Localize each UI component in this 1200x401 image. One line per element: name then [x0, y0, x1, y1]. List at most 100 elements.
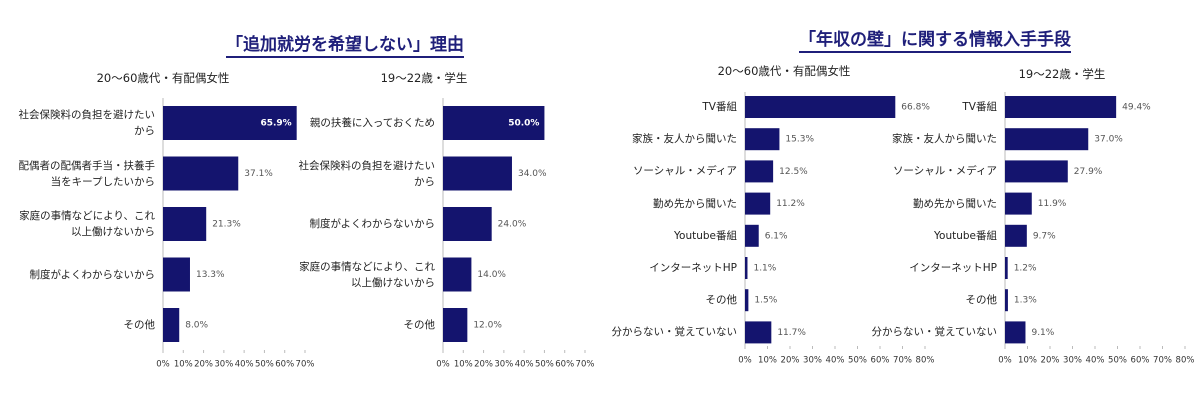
bar — [443, 156, 512, 191]
x-tick-label: 70% — [1153, 356, 1172, 366]
bar — [1005, 128, 1089, 151]
bar — [1005, 224, 1027, 247]
x-tick-label: 20% — [194, 360, 213, 370]
x-tick-label: 0% — [738, 356, 752, 366]
category-label: 分からない・覚えていない — [611, 326, 737, 339]
bar — [443, 207, 492, 241]
chart-subtitle: 20〜60歳代・有配偶女性 — [96, 71, 230, 85]
bar — [163, 308, 180, 342]
section-title: 「追加就労を希望しない」理由 — [226, 34, 464, 58]
value-label: 14.0% — [477, 270, 506, 280]
x-tick-label: 40% — [1086, 356, 1105, 366]
value-label: 66.8% — [901, 103, 930, 113]
category-label: インターネットHP — [649, 262, 737, 274]
bar — [1005, 321, 1026, 344]
chart-subtitle: 20〜60歳代・有配偶女性 — [717, 64, 851, 78]
category-label: TV番組 — [702, 101, 737, 113]
x-tick-label: 50% — [1108, 356, 1127, 366]
x-tick-label: 10% — [454, 360, 473, 370]
value-label: 1.2% — [1014, 264, 1037, 274]
value-label: 15.3% — [785, 135, 814, 145]
x-tick-label: 30% — [1063, 356, 1082, 366]
category-label: 家族・友人から聞いた — [632, 133, 737, 146]
x-tick-label: 30% — [494, 360, 513, 370]
bar — [745, 128, 780, 151]
x-tick-label: 20% — [474, 360, 493, 370]
category-label: 家庭の事情などにより、これ以上働けないから — [19, 210, 155, 238]
x-tick-label: 0% — [998, 356, 1012, 366]
bar — [745, 96, 896, 118]
x-tick-label: 20% — [1041, 356, 1060, 366]
bar — [745, 192, 771, 215]
bar — [745, 224, 759, 247]
value-label: 34.0% — [518, 169, 547, 179]
category-label: Youtube番組 — [934, 229, 997, 242]
value-label: 1.3% — [1014, 296, 1037, 306]
category-label: その他 — [403, 319, 436, 331]
category-label: 親の扶養に入っておくため — [309, 117, 435, 129]
chart-subtitle: 19〜22歳・学生 — [1018, 67, 1106, 81]
bar — [163, 207, 207, 241]
value-label: 13.3% — [196, 270, 225, 280]
value-label: 27.9% — [1074, 167, 1103, 177]
value-label: 1.1% — [753, 264, 776, 274]
x-tick-label: 80% — [1176, 356, 1195, 366]
bar — [443, 106, 545, 140]
bar — [443, 308, 468, 342]
category-label: 勤め先から聞いた — [913, 197, 997, 210]
x-tick-label: 60% — [275, 360, 294, 370]
category-label: 勤め先から聞いた — [653, 197, 737, 210]
value-label: 1.5% — [754, 296, 777, 306]
value-label: 37.0% — [1094, 135, 1123, 145]
x-tick-label: 10% — [174, 360, 193, 370]
category-label: 分からない・覚えていない — [871, 326, 997, 339]
bar — [745, 160, 774, 183]
category-label: 社会保険料の負担を避けたいから — [18, 109, 156, 137]
bar — [1005, 257, 1008, 279]
value-label: 11.2% — [776, 199, 805, 209]
bar — [163, 106, 297, 140]
x-tick-label: 20% — [781, 356, 800, 366]
x-tick-label: 40% — [235, 360, 254, 370]
x-tick-label: 50% — [255, 360, 274, 370]
x-tick-label: 50% — [848, 356, 867, 366]
category-label: 家族・友人から聞いた — [892, 133, 997, 146]
value-label: 24.0% — [498, 220, 527, 230]
section-title: 「年収の壁」に関する情報入手手段 — [799, 29, 1071, 53]
value-label: 6.1% — [765, 231, 788, 241]
category-label: 制度がよくわからないから — [309, 218, 435, 230]
category-label: インターネットHP — [909, 262, 997, 274]
bar — [1005, 160, 1068, 183]
category-label: ソーシャル・メディア — [892, 165, 997, 178]
bar — [443, 257, 472, 292]
x-tick-label: 80% — [916, 356, 935, 366]
category-label: TV番組 — [962, 101, 997, 113]
value-label: 8.0% — [185, 321, 208, 331]
x-tick-label: 70% — [576, 360, 595, 370]
x-tick-label: 40% — [826, 356, 845, 366]
value-label: 11.9% — [1038, 199, 1067, 209]
value-label: 12.5% — [779, 167, 808, 177]
category-label: ソーシャル・メディア — [632, 165, 737, 178]
bar — [1005, 289, 1008, 312]
category-label: Youtube番組 — [674, 229, 737, 242]
value-label: 50.0% — [508, 119, 539, 129]
category-label: その他 — [123, 319, 156, 331]
x-tick-label: 60% — [555, 360, 574, 370]
x-tick-label: 60% — [1131, 356, 1150, 366]
category-label: 配偶者の配偶者手当・扶養手当をキープしたいから — [18, 159, 156, 188]
x-tick-label: 40% — [515, 360, 534, 370]
x-tick-label: 0% — [436, 360, 450, 370]
bar — [1005, 96, 1117, 118]
bar — [163, 156, 239, 191]
value-label: 9.1% — [1031, 328, 1054, 338]
chart-subtitle: 19〜22歳・学生 — [380, 71, 468, 85]
x-tick-label: 70% — [296, 360, 315, 370]
bar — [163, 257, 190, 292]
x-tick-label: 30% — [803, 356, 822, 366]
value-label: 9.7% — [1033, 231, 1056, 241]
category-label: 家庭の事情などにより、これ以上働けないから — [299, 260, 435, 289]
value-label: 11.7% — [777, 328, 806, 338]
